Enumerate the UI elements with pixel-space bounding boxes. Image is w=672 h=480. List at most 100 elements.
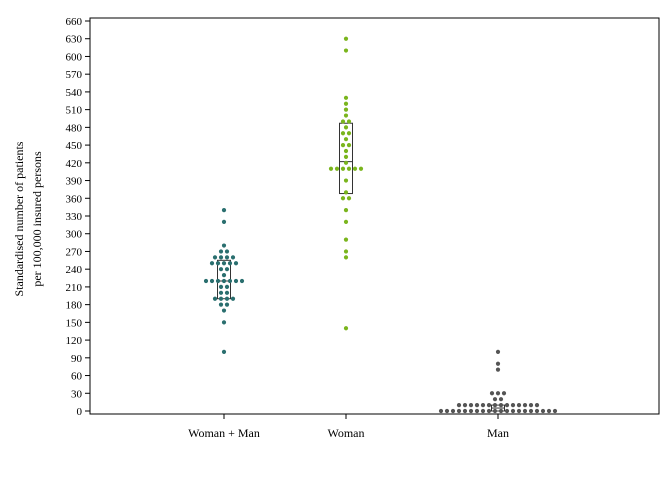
data-point (495, 361, 501, 366)
data-point (450, 408, 456, 414)
data-point (510, 408, 516, 414)
data-point (340, 196, 346, 201)
data-point (504, 408, 510, 414)
data-point (516, 402, 522, 408)
y-tick-label: 510 (66, 105, 83, 117)
data-point (224, 267, 230, 272)
data-point (546, 408, 552, 414)
data-point (534, 402, 540, 408)
data-point (221, 308, 227, 313)
y-tick-label: 540 (66, 87, 83, 99)
y-tick-label: 660 (66, 16, 83, 28)
data-point (528, 402, 534, 408)
data-point (343, 160, 349, 165)
data-point (221, 207, 227, 213)
data-point (444, 408, 450, 414)
data-point (221, 320, 227, 325)
data-point (233, 278, 239, 284)
y-tick-label: 0 (77, 406, 83, 418)
y-tick-label: 120 (66, 335, 83, 347)
y-tick-label: 240 (66, 264, 83, 276)
data-point (224, 302, 230, 307)
data-point (343, 107, 349, 112)
data-point (528, 408, 534, 414)
data-point (492, 402, 498, 408)
data-point (343, 249, 349, 254)
data-point (438, 408, 444, 414)
data-point (346, 166, 352, 171)
data-point (221, 272, 227, 278)
data-point (504, 402, 510, 408)
data-point (480, 402, 486, 408)
x-category-label: Man (487, 426, 509, 440)
y-tick-label: 210 (66, 282, 83, 294)
data-point (462, 402, 468, 408)
data-point (343, 237, 349, 242)
y-tick-label: 630 (66, 34, 83, 46)
data-point (498, 397, 504, 402)
data-point (346, 196, 352, 201)
data-point (552, 408, 558, 414)
y-tick-label: 30 (71, 388, 83, 400)
data-point (468, 402, 474, 408)
data-point (227, 261, 233, 266)
data-point (209, 261, 215, 266)
data-point (340, 142, 346, 148)
data-point (343, 125, 349, 130)
y-tick-label: 90 (71, 353, 83, 365)
data-point (346, 131, 352, 136)
data-point (456, 408, 462, 414)
data-point (239, 278, 245, 284)
data-point (495, 367, 501, 372)
data-point (218, 290, 224, 295)
y-tick-label: 270 (66, 246, 83, 258)
data-point (468, 408, 474, 414)
data-point (233, 261, 239, 266)
data-point (340, 119, 346, 124)
data-point (340, 166, 346, 171)
data-point (534, 408, 540, 414)
y-tick-label: 360 (66, 193, 83, 205)
data-point (215, 261, 221, 266)
data-point (343, 101, 349, 106)
data-point (343, 207, 349, 213)
y-tick-label: 480 (66, 122, 83, 134)
data-point (224, 290, 230, 295)
data-point (224, 249, 230, 254)
data-point (495, 349, 501, 355)
data-point (343, 154, 349, 160)
data-point (343, 113, 349, 118)
data-point (474, 402, 480, 408)
data-point (218, 302, 224, 307)
data-point (343, 219, 349, 225)
data-point (480, 408, 486, 414)
data-point (522, 408, 528, 414)
data-points (203, 36, 558, 414)
y-tick-label: 600 (66, 51, 83, 63)
data-point (221, 219, 227, 225)
data-point (221, 349, 227, 355)
data-point (498, 408, 504, 414)
x-category-label: Woman (327, 426, 364, 440)
data-point (346, 119, 352, 124)
data-point (218, 255, 224, 260)
data-point (510, 402, 516, 408)
data-point (486, 408, 492, 414)
data-point (224, 284, 230, 290)
data-point (343, 95, 349, 100)
data-point (218, 284, 224, 290)
data-point (456, 402, 462, 408)
y-tick-label: 300 (66, 229, 83, 241)
data-point (486, 402, 492, 408)
data-point (212, 296, 218, 301)
data-point (343, 137, 349, 142)
data-point (227, 278, 233, 284)
data-point (352, 166, 358, 171)
data-point (540, 408, 546, 414)
data-point (495, 391, 501, 396)
data-point (346, 142, 352, 148)
y-axis: 0 30 60 90 120 150 180 210 240 270 300 330 360 390 420… (66, 16, 90, 418)
data-point (218, 267, 224, 272)
data-point (492, 408, 498, 414)
